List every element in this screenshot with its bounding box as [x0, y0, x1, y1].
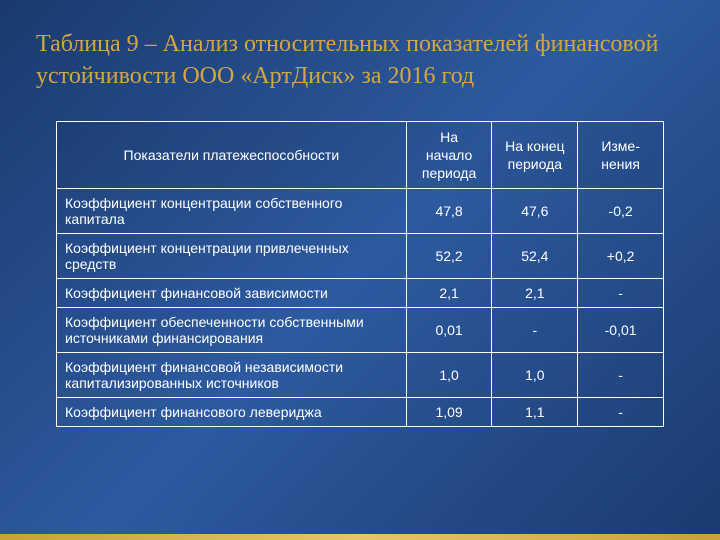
col-header-end: На конец периода	[492, 121, 578, 189]
cell-end: -	[492, 308, 578, 353]
cell-change: -0,01	[578, 308, 664, 353]
cell-indicator: Коэффициент финансового левериджа	[57, 398, 407, 427]
cell-change: +0,2	[578, 234, 664, 279]
slide: Таблица 9 – Анализ относительных показат…	[0, 0, 720, 540]
cell-indicator: Коэффициент концентрации привлеченных ср…	[57, 234, 407, 279]
col-header-indicator: Показатели платежеспособности	[57, 121, 407, 189]
cell-start: 1,0	[406, 353, 492, 398]
cell-end: 52,4	[492, 234, 578, 279]
cell-end: 1,1	[492, 398, 578, 427]
cell-change: -	[578, 353, 664, 398]
cell-start: 52,2	[406, 234, 492, 279]
table-row: Коэффициент финансового левериджа 1,09 1…	[57, 398, 664, 427]
col-header-start: На начало периода	[406, 121, 492, 189]
table-row: Коэффициент финансовой зависимости 2,1 2…	[57, 279, 664, 308]
table-header-row: Показатели платежеспособности На начало …	[57, 121, 664, 189]
table-row: Коэффициент финансовой независимости кап…	[57, 353, 664, 398]
cell-indicator: Коэффициент обеспеченности собственными …	[57, 308, 407, 353]
slide-title: Таблица 9 – Анализ относительных показат…	[36, 28, 684, 93]
bottom-accent-bar	[0, 534, 720, 540]
cell-start: 0,01	[406, 308, 492, 353]
cell-change: -0,2	[578, 189, 664, 234]
financial-table: Показатели платежеспособности На начало …	[56, 121, 664, 428]
table-row: Коэффициент концентрации собственного ка…	[57, 189, 664, 234]
cell-end: 1,0	[492, 353, 578, 398]
cell-start: 1,09	[406, 398, 492, 427]
cell-change: -	[578, 398, 664, 427]
col-header-change: Изме-нения	[578, 121, 664, 189]
table-row: Коэффициент обеспеченности собственными …	[57, 308, 664, 353]
cell-indicator: Коэффициент концентрации собственного ка…	[57, 189, 407, 234]
table-container: Показатели платежеспособности На начало …	[56, 121, 664, 428]
cell-change: -	[578, 279, 664, 308]
cell-start: 2,1	[406, 279, 492, 308]
cell-indicator: Коэффициент финансовой независимости кап…	[57, 353, 407, 398]
table-row: Коэффициент концентрации привлеченных ср…	[57, 234, 664, 279]
cell-indicator: Коэффициент финансовой зависимости	[57, 279, 407, 308]
cell-start: 47,8	[406, 189, 492, 234]
cell-end: 47,6	[492, 189, 578, 234]
cell-end: 2,1	[492, 279, 578, 308]
